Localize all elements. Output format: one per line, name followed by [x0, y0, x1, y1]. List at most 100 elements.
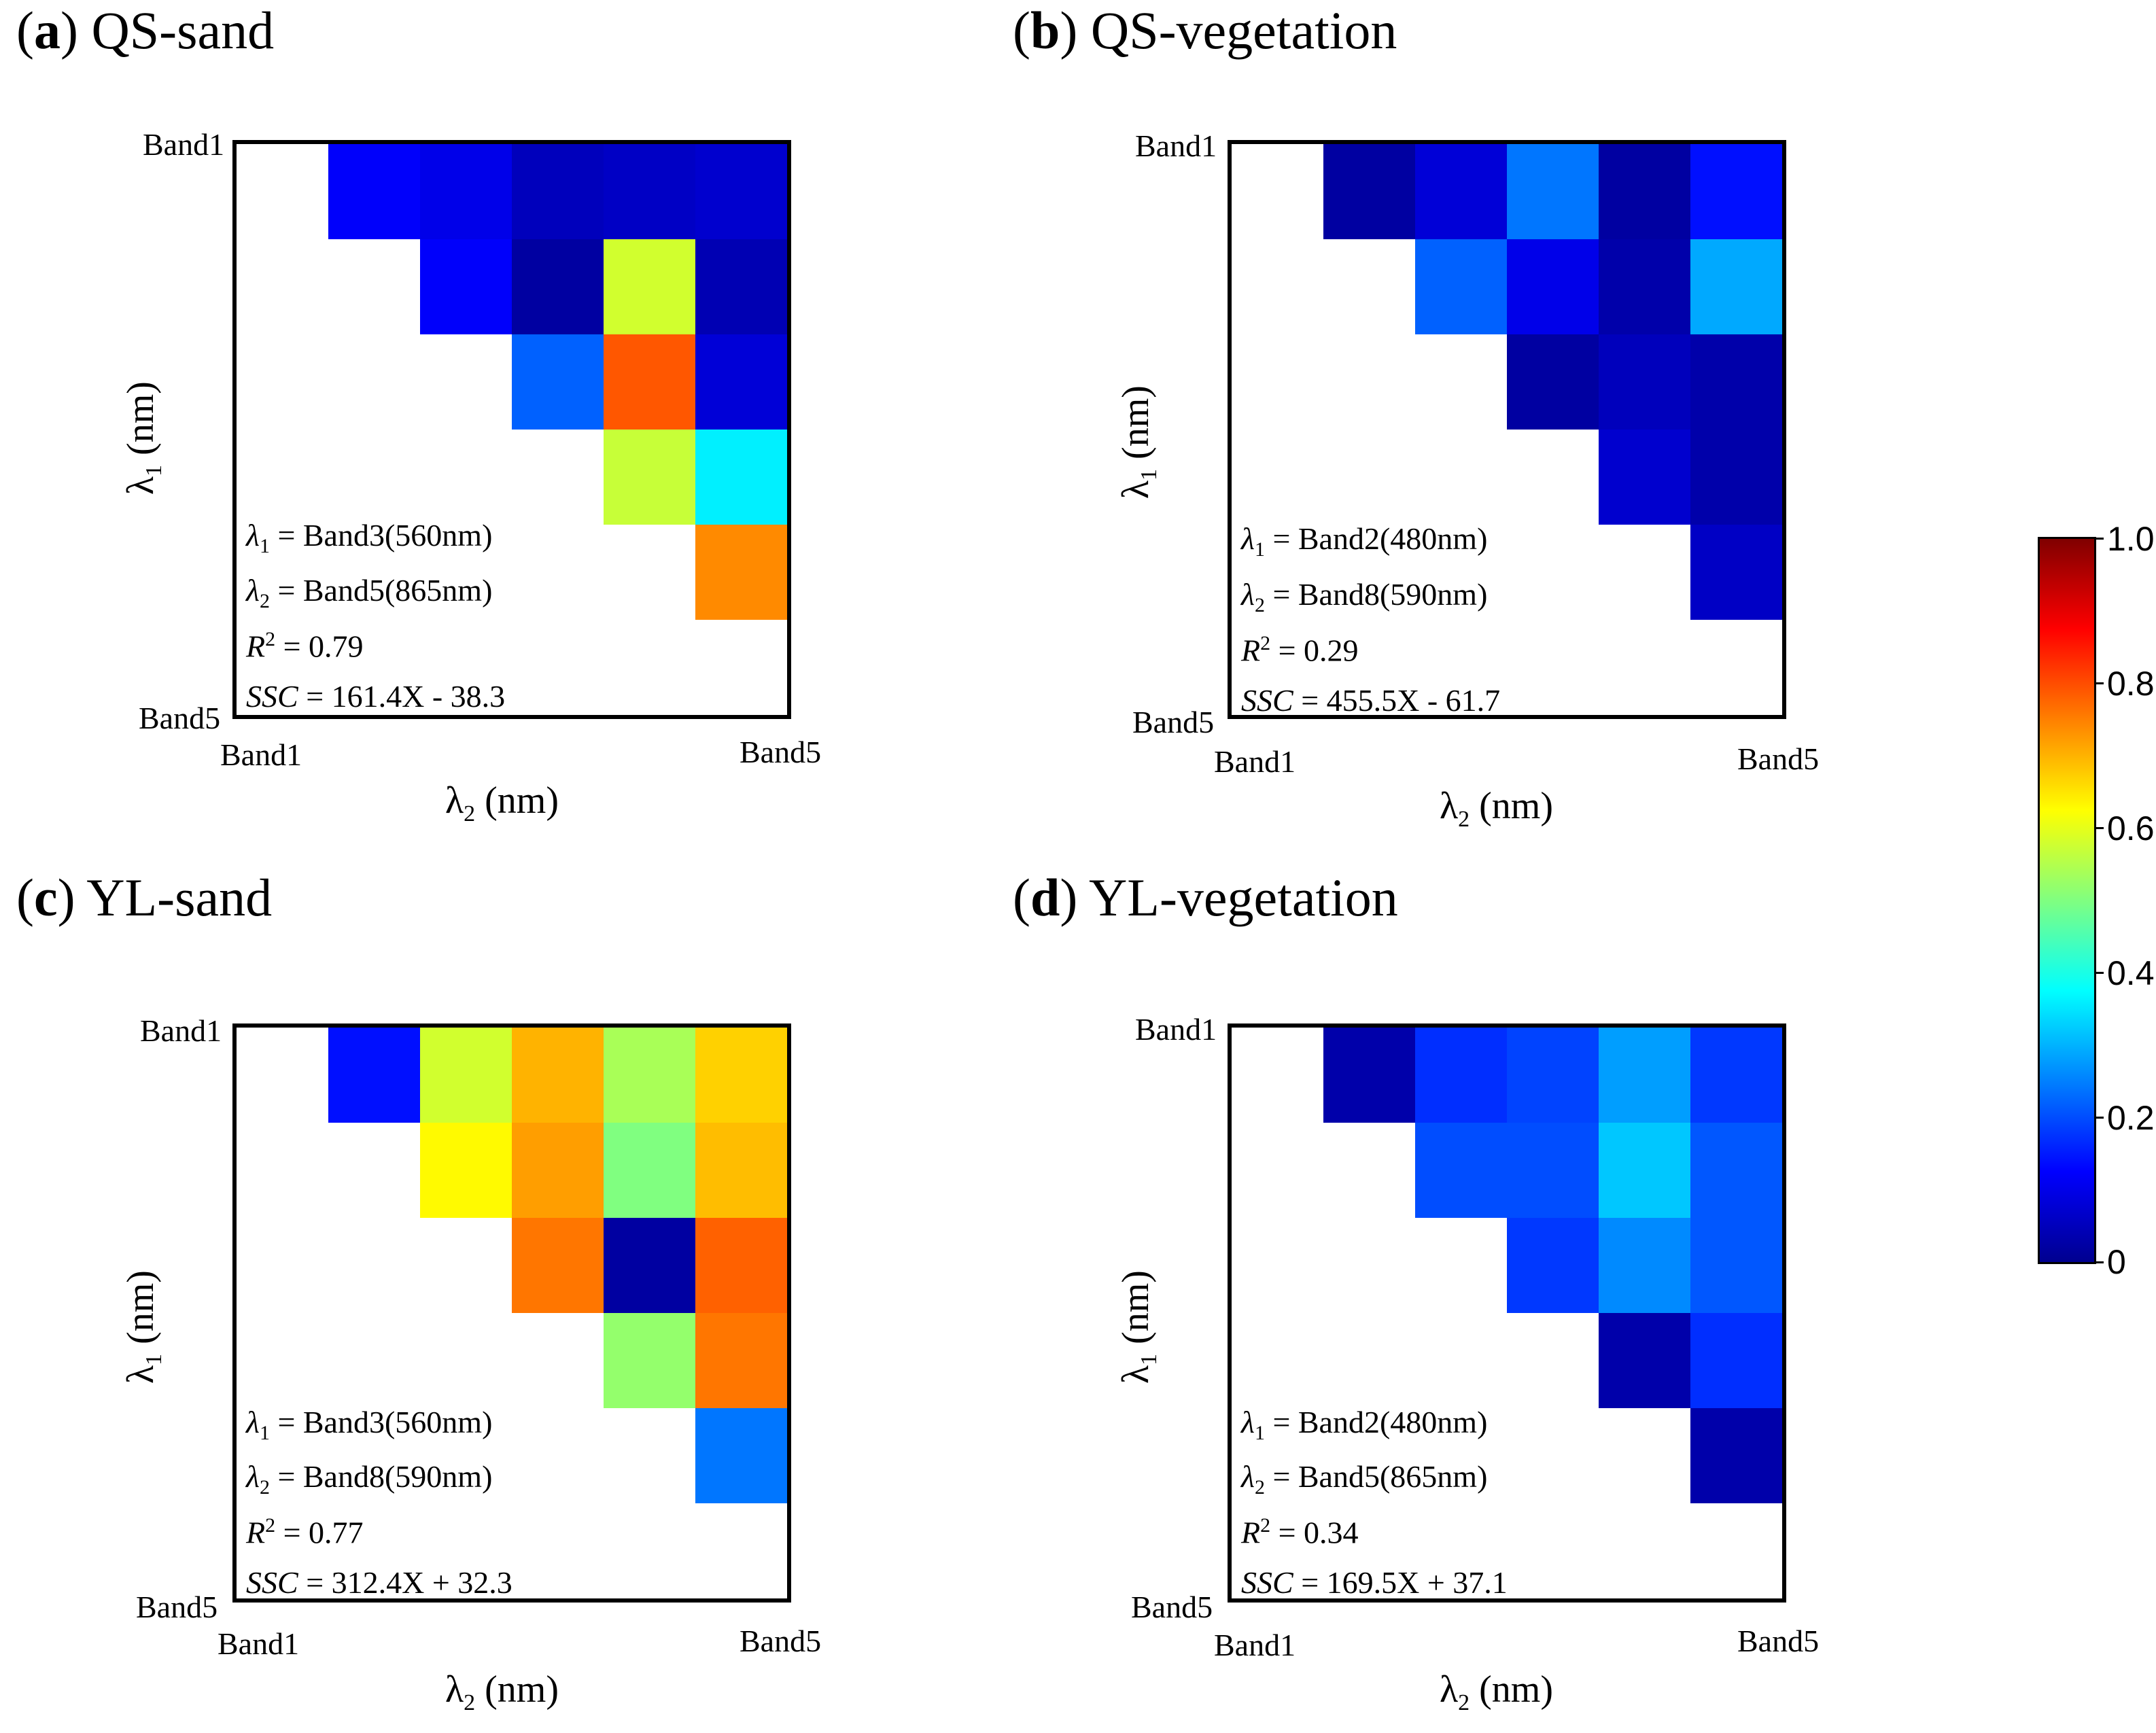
annotation-r2-text: = 0.34: [1278, 1515, 1359, 1550]
heatmap-cell: [1415, 1028, 1507, 1123]
colorbar-tick-0: 0: [2107, 1243, 2126, 1281]
annotation-lambda1: λ1 = Band3(560nm): [246, 1405, 493, 1445]
panel-title-d: (d) YL-vegetation: [1013, 868, 1398, 927]
heatmap-panel-d: [1228, 1023, 1786, 1603]
heatmap-cell: [604, 334, 695, 430]
annotation-lambda1-text: = Band3(560nm): [277, 518, 493, 553]
x-tick-left: Band1: [1214, 1628, 1296, 1662]
x-tick-right: Band5: [1737, 741, 1820, 776]
heatmap-cell: [1690, 144, 1782, 239]
heatmap-cell: [1599, 334, 1690, 430]
heatmap-cell: [1507, 239, 1599, 334]
y-tick-bottom: Band5: [1132, 705, 1215, 739]
annotation-ssc: SSC = 169.5X + 37.1: [1241, 1565, 1508, 1600]
heatmap-cell: [1415, 239, 1507, 334]
heatmap-cell: [1599, 1028, 1690, 1123]
heatmap-cells: [1232, 1028, 1782, 1598]
heatmap-cell: [1599, 1313, 1690, 1408]
heatmap-cell: [604, 1313, 695, 1408]
colorbar: [2038, 537, 2096, 1264]
annotation-lambda1-text: = Band3(560nm): [277, 1405, 493, 1439]
heatmap-cell: [1599, 239, 1690, 334]
annotation-lambda2-text: = Band8(590nm): [1272, 577, 1488, 612]
heatmap-cell: [512, 1218, 604, 1313]
heatmap-cell: [695, 239, 787, 334]
x-axis-label: λ2 (nm): [1440, 785, 1554, 833]
y-tick-top: Band1: [1135, 1012, 1217, 1047]
annotation-r2-text: = 0.79: [283, 629, 364, 664]
heatmap-cell: [1599, 430, 1690, 525]
heatmap-cells: [237, 144, 787, 715]
x-tick-left: Band1: [218, 1626, 300, 1661]
colorbar-tick-0.4: 0.4: [2107, 954, 2155, 992]
heatmap-cell: [1507, 1218, 1599, 1313]
annotation-lambda1: λ1 = Band2(480nm): [1241, 521, 1488, 561]
heatmap-cell: [1599, 1123, 1690, 1218]
heatmap-cell: [604, 144, 695, 239]
heatmap-cell: [1690, 1408, 1782, 1503]
annotation-lambda1-text: = Band2(480nm): [1272, 521, 1488, 556]
x-tick-right: Band5: [740, 1624, 822, 1658]
annotation-lambda2-text: = Band8(590nm): [277, 1459, 493, 1494]
heatmap-cell: [695, 1408, 787, 1503]
x-tick-right: Band5: [1737, 1624, 1820, 1658]
colorbar-tick-0.6: 0.6: [2107, 809, 2155, 847]
heatmap-cell: [695, 1028, 787, 1123]
annotation-ssc-text: = 161.4X - 38.3: [306, 679, 506, 714]
annotation-ssc-text: = 455.5X - 61.7: [1301, 683, 1501, 718]
y-tick-top: Band1: [143, 127, 225, 162]
heatmap-cell: [1507, 144, 1599, 239]
annotation-r2: R2 = 0.29: [1241, 632, 1359, 668]
colorbar-tick-mark: [2094, 827, 2104, 829]
heatmap-cell: [512, 144, 604, 239]
annotation-lambda2: λ2 = Band5(865nm): [246, 573, 493, 613]
colorbar-tick-mark: [2094, 1261, 2104, 1263]
panel-title-c: (c) YL-sand: [16, 868, 273, 927]
annotation-ssc-text: = 312.4X + 32.3: [306, 1565, 512, 1600]
annotation-lambda2: λ2 = Band8(590nm): [1241, 577, 1488, 617]
heatmap-cell: [604, 1218, 695, 1313]
heatmap-cell: [695, 1123, 787, 1218]
annotation-lambda1-text: = Band2(480nm): [1272, 1405, 1488, 1439]
y-tick-top: Band1: [1135, 128, 1217, 163]
x-axis-label: λ2 (nm): [445, 1668, 559, 1716]
annotation-r2: R2 = 0.34: [1241, 1514, 1359, 1550]
annotation-r2-text: = 0.29: [1278, 633, 1359, 668]
heatmap-cell: [604, 239, 695, 334]
heatmap-cell: [512, 1028, 604, 1123]
x-tick-left: Band1: [1214, 744, 1296, 779]
heatmap-cell: [1690, 525, 1782, 620]
y-axis-label: λ1 (nm): [1114, 385, 1162, 500]
heatmap-cell: [1690, 239, 1782, 334]
annotation-ssc: SSC = 455.5X - 61.7: [1241, 683, 1501, 718]
heatmap-cell: [695, 430, 787, 525]
heatmap-cell: [1599, 144, 1690, 239]
annotation-lambda2: λ2 = Band5(865nm): [1241, 1459, 1488, 1499]
heatmap-cell: [420, 239, 512, 334]
heatmap-cells: [237, 1028, 787, 1598]
heatmap-cell: [420, 1028, 512, 1123]
colorbar-tick-mark: [2094, 682, 2104, 684]
colorbar-tick-0.8: 0.8: [2107, 665, 2155, 703]
heatmap-cell: [604, 1028, 695, 1123]
x-axis-label: λ2 (nm): [445, 780, 559, 827]
annotation-ssc: SSC = 312.4X + 32.3: [246, 1565, 512, 1600]
annotation-r2-text: = 0.77: [283, 1515, 364, 1550]
y-tick-bottom: Band5: [1131, 1590, 1213, 1624]
annotation-r2: R2 = 0.77: [246, 1514, 364, 1550]
annotation-lambda1: λ1 = Band2(480nm): [1241, 1405, 1488, 1445]
heatmap-cell: [420, 144, 512, 239]
heatmap-cell: [1323, 144, 1415, 239]
y-axis-label: λ1 (nm): [1114, 1270, 1162, 1384]
heatmap-cell: [328, 1028, 420, 1123]
heatmap-cell: [695, 1218, 787, 1313]
annotation-lambda2-text: = Band5(865nm): [1272, 1459, 1488, 1494]
annotation-r2: R2 = 0.79: [246, 628, 364, 664]
heatmap-cell: [1323, 1028, 1415, 1123]
y-tick-bottom: Band5: [136, 1590, 218, 1624]
annotation-ssc-text: = 169.5X + 37.1: [1301, 1565, 1508, 1600]
panel-title-text: YL-sand: [86, 868, 273, 927]
heatmap-cell: [695, 144, 787, 239]
heatmap-cell: [1507, 1028, 1599, 1123]
annotation-lambda2-text: = Band5(865nm): [277, 573, 493, 608]
